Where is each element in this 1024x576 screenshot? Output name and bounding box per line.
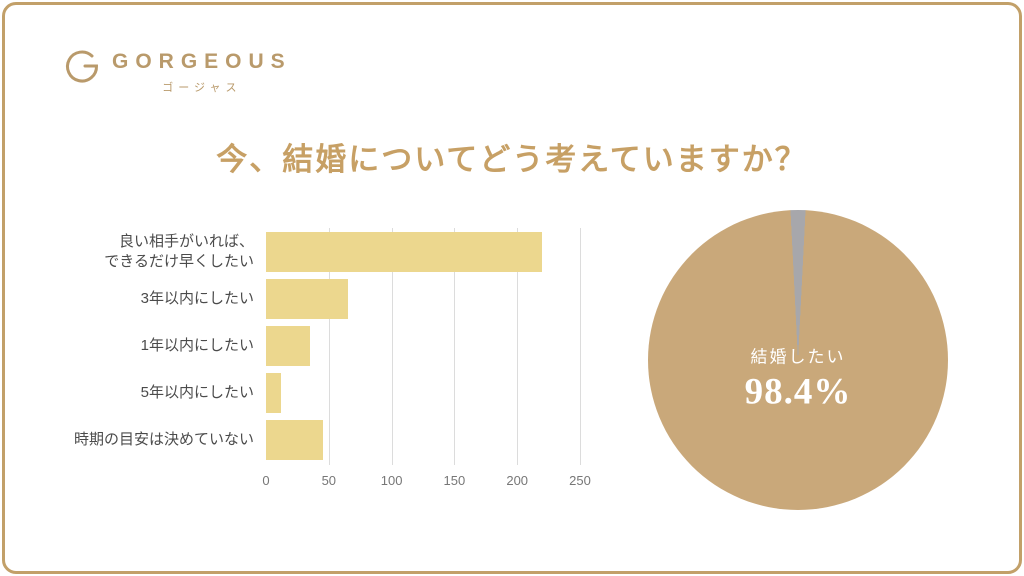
bar xyxy=(266,419,323,460)
x-tick-label: 50 xyxy=(321,473,337,488)
pie-chart xyxy=(648,210,948,510)
bar-category-label: 良い相手がいれば、 できるだけ早くしたい xyxy=(104,233,254,270)
brand-name: GORGEOUS xyxy=(112,50,292,73)
grid-line xyxy=(454,228,456,465)
brand-logo: GORGEOUS ゴージャス xyxy=(62,46,292,95)
bar-category-label: 3年以内にしたい xyxy=(140,289,254,307)
page-title: 今、結婚についてどう考えていますか？ xyxy=(216,142,808,177)
grid-line xyxy=(391,228,393,465)
grid-line xyxy=(580,228,581,465)
x-tick-label: 0 xyxy=(262,473,270,488)
pie-center-label: 結婚したい xyxy=(750,347,846,367)
bar-chart: 良い相手がいれば、 できるだけ早くしたい 3年以内にしたい 1年以内にしたい 5年以内に… xyxy=(66,228,591,500)
bar-row xyxy=(266,228,580,275)
pie-center-label-block: 結婚したい 98.4% xyxy=(648,343,948,414)
x-tick-label: 150 xyxy=(443,473,466,488)
bar xyxy=(266,231,543,272)
bar-row xyxy=(266,275,580,322)
bar-row xyxy=(266,369,580,416)
bar-category-label: 5年以内にしたい xyxy=(140,383,254,401)
grid-line xyxy=(517,228,519,465)
bar-plot: 0 50 100 150 200 250 xyxy=(262,228,591,500)
brand-subtitle: ゴージャス xyxy=(162,82,242,94)
bar xyxy=(266,325,310,366)
x-tick-label: 100 xyxy=(380,473,403,488)
bar-labels: 良い相手がいれば、 できるだけ早くしたい 3年以内にしたい 1年以内にしたい 5年以内に… xyxy=(66,228,266,500)
bar xyxy=(266,372,282,413)
pie-chart-wrap: 結婚したい 98.4% xyxy=(648,210,948,510)
x-tick-label: 200 xyxy=(506,473,529,488)
brand-text-block: GORGEOUS ゴージャス xyxy=(112,46,292,95)
bar-bars xyxy=(266,228,580,463)
bar-row xyxy=(266,416,580,463)
gorgeous-g-logo-icon xyxy=(66,50,99,83)
pie-center-value: 98.4% xyxy=(744,371,852,413)
bar-category-label: 1年以内にしたい xyxy=(140,336,254,354)
bar-row xyxy=(266,322,580,369)
bar-category-label: 時期の目安は決めていない xyxy=(73,430,254,448)
bar xyxy=(266,278,348,319)
x-tick-label: 250 xyxy=(569,473,591,488)
bar-axis: 0 50 100 150 200 250 xyxy=(262,473,590,493)
grid-line xyxy=(328,228,330,465)
